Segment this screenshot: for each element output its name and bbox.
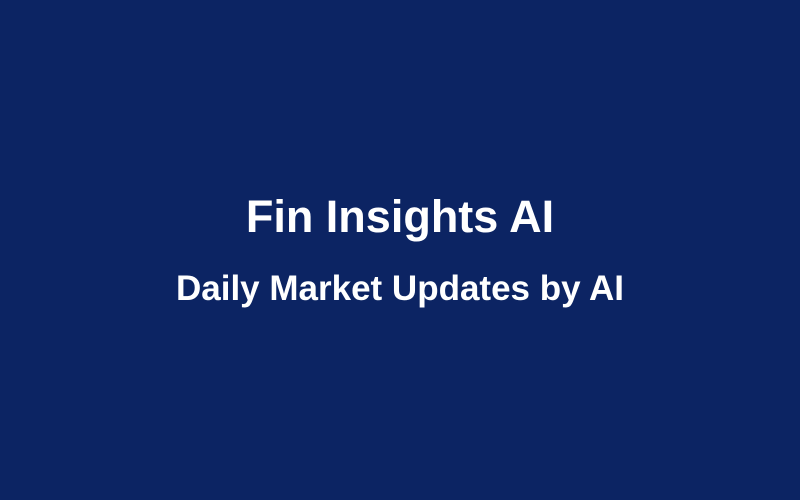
banner-subtitle: Daily Market Updates by AI: [175, 269, 624, 308]
banner-title: Fin Insights AI: [245, 191, 555, 242]
